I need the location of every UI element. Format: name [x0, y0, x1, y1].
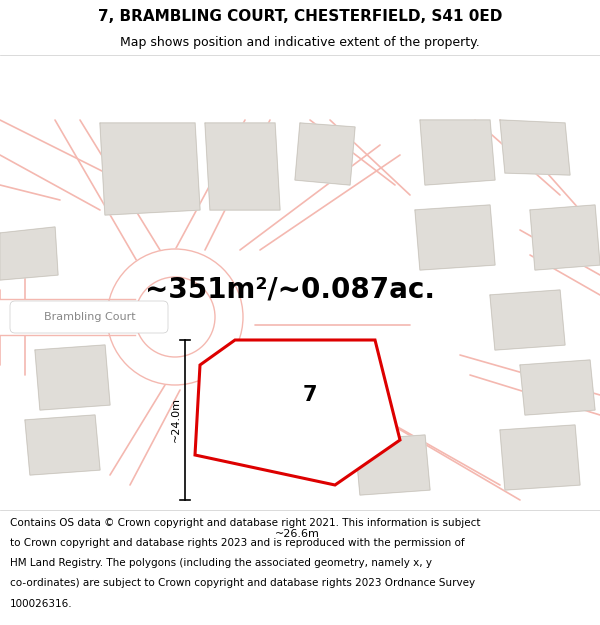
FancyBboxPatch shape	[10, 301, 168, 333]
Polygon shape	[355, 435, 430, 495]
Polygon shape	[25, 415, 100, 475]
Text: Contains OS data © Crown copyright and database right 2021. This information is : Contains OS data © Crown copyright and d…	[10, 518, 480, 528]
Polygon shape	[100, 123, 200, 215]
Polygon shape	[520, 360, 595, 415]
Text: ~24.0m: ~24.0m	[171, 398, 181, 442]
Text: Map shows position and indicative extent of the property.: Map shows position and indicative extent…	[120, 36, 480, 49]
Polygon shape	[0, 227, 58, 280]
Polygon shape	[200, 405, 270, 455]
Text: ~26.6m: ~26.6m	[275, 529, 320, 539]
Polygon shape	[35, 345, 110, 410]
Circle shape	[107, 249, 243, 385]
Text: 100026316.: 100026316.	[10, 599, 72, 609]
Polygon shape	[415, 205, 495, 270]
Polygon shape	[490, 290, 565, 350]
Text: HM Land Registry. The polygons (including the associated geometry, namely x, y: HM Land Registry. The polygons (includin…	[10, 558, 431, 568]
Polygon shape	[195, 340, 400, 485]
Text: 7, BRAMBLING COURT, CHESTERFIELD, S41 0ED: 7, BRAMBLING COURT, CHESTERFIELD, S41 0E…	[98, 9, 502, 24]
Polygon shape	[500, 120, 570, 175]
Circle shape	[135, 277, 215, 357]
Text: ~351m²/~0.087ac.: ~351m²/~0.087ac.	[145, 276, 435, 304]
Polygon shape	[295, 123, 355, 185]
FancyBboxPatch shape	[0, 299, 135, 335]
Text: to Crown copyright and database rights 2023 and is reproduced with the permissio: to Crown copyright and database rights 2…	[10, 538, 464, 548]
Text: co-ordinates) are subject to Crown copyright and database rights 2023 Ordnance S: co-ordinates) are subject to Crown copyr…	[10, 578, 475, 588]
Polygon shape	[420, 120, 495, 185]
Text: Brambling Court: Brambling Court	[44, 312, 136, 322]
Polygon shape	[530, 205, 600, 270]
Polygon shape	[205, 123, 280, 210]
Polygon shape	[225, 340, 300, 400]
Text: 7: 7	[303, 385, 317, 405]
Polygon shape	[500, 425, 580, 490]
